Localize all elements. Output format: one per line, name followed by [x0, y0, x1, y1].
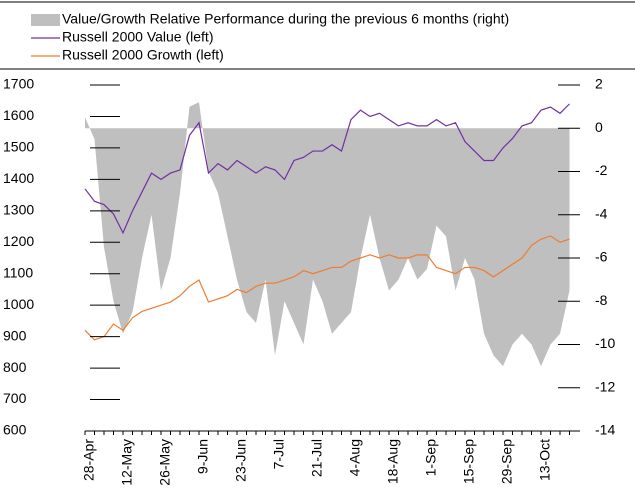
x-tick-label: 4-Aug: [347, 439, 363, 476]
y-tick-label: 1700: [3, 76, 34, 92]
y-tick-label: 900: [3, 327, 27, 343]
y-tick-label: 600: [3, 422, 27, 438]
line: [84, 235, 570, 341]
legend-label: Russell 2000 Growth (left): [62, 47, 224, 63]
legend-label: Value/Growth Relative Performance during…: [62, 11, 509, 27]
y-tick-label: 1600: [3, 107, 34, 123]
area: [85, 102, 570, 367]
legend-swatch: [31, 14, 60, 26]
y2-tick-label: 2: [595, 76, 603, 92]
y-tick-label: 700: [3, 390, 27, 406]
x-tick-label: 7-Jul: [271, 439, 287, 469]
x-tick-label: 18-Aug: [385, 439, 401, 484]
y-tick-label: 1300: [3, 202, 34, 218]
y-tick-label: 800: [3, 359, 27, 375]
y2-tick-label: -6: [595, 249, 608, 265]
y2-tick-label: -4: [595, 205, 608, 221]
x-tick-label: 26-May: [157, 439, 173, 486]
y2-tick-label: -12: [595, 378, 615, 394]
y2-tick-label: -8: [595, 292, 608, 308]
x-tick-label: 21-Jul: [309, 439, 325, 477]
x-tick-label: 29-Sep: [499, 439, 515, 484]
y-tick-label: 1200: [3, 233, 34, 249]
y2-tick-label: -2: [595, 162, 608, 178]
x-tick-label: 1-Sep: [423, 439, 439, 477]
y-tick-label: 1100: [3, 264, 33, 280]
y2-tick-label: 0: [595, 119, 603, 135]
x-tick-label: 9-Jun: [195, 439, 211, 474]
x-tick-label: 13-Oct: [537, 439, 553, 481]
x-tick-label: 28-Apr: [81, 439, 97, 481]
y-tick-label: 1000: [3, 296, 34, 312]
y2-tick-label: -10: [595, 335, 615, 351]
y2-tick-label: -14: [595, 422, 615, 438]
x-tick-label: 12-May: [119, 439, 135, 486]
legend-label: Russell 2000 Value (left): [62, 29, 213, 45]
x-tick-label: 15-Sep: [461, 439, 477, 484]
x-tick-label: 23-Jun: [233, 439, 249, 482]
y-tick-label: 1500: [3, 139, 34, 155]
y-tick-label: 1400: [3, 170, 34, 186]
line: [84, 103, 570, 235]
